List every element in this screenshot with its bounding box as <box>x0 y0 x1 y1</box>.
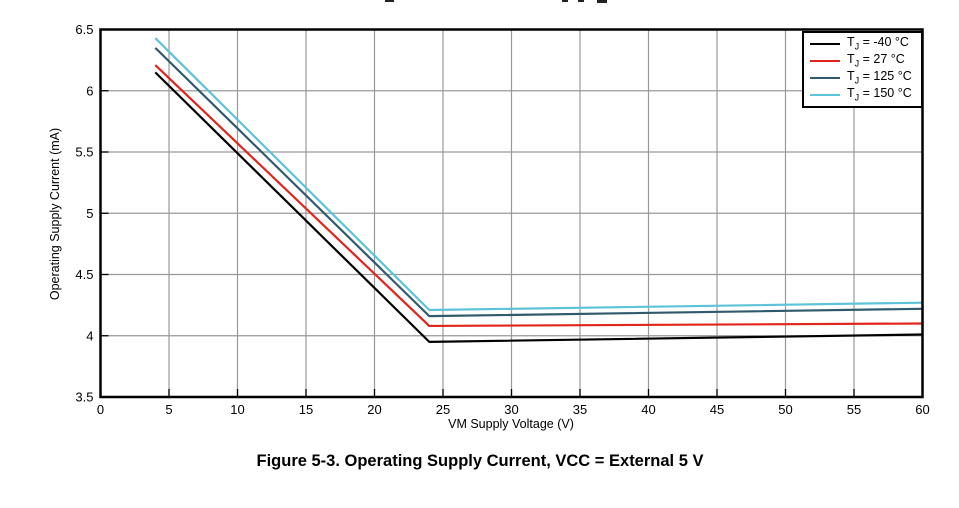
legend-item: TJ = 150 °C <box>810 85 915 103</box>
x-tick-label: 50 <box>778 402 792 417</box>
y-tick-label: 3.5 <box>75 390 93 405</box>
x-tick-label: 15 <box>299 402 313 417</box>
chart-plot: 0 5 10 15 20 25 30 35 40 45 50 55 60 3.5 4 4.5 5 5.5 6 6.5 <box>75 22 929 417</box>
legend-label: TJ = 125 °C <box>847 68 912 86</box>
clipped-text-fragment <box>597 0 607 3</box>
legend-line-swatch <box>810 76 840 80</box>
legend-line-swatch <box>810 93 840 97</box>
plot-border <box>99 28 924 399</box>
series-line-125 <box>154 47 923 318</box>
x-tick-label: 30 <box>504 402 518 417</box>
legend-item: TJ = 125 °C <box>810 68 915 86</box>
y-tick-label: 6.5 <box>75 22 93 37</box>
x-axis-title: VM Supply Voltage (V) <box>448 417 574 431</box>
x-tick-label: 0 <box>97 402 104 417</box>
x-tick-label: 60 <box>915 402 929 417</box>
series-line-150 <box>154 37 923 312</box>
y-tick-label: 5.5 <box>75 145 93 160</box>
y-tick-label: 4.5 <box>75 267 93 282</box>
x-tick-label: 10 <box>230 402 244 417</box>
clipped-text-fragment <box>385 0 394 2</box>
legend-label: TJ = 150 °C <box>847 85 912 103</box>
legend-item: TJ = -40 °C <box>810 34 915 52</box>
legend-label: TJ = 27 °C <box>847 51 905 69</box>
legend-line-swatch <box>810 42 840 46</box>
x-tick-label: 55 <box>847 402 861 417</box>
x-tick-label: 45 <box>710 402 724 417</box>
x-tick-label: 5 <box>165 402 172 417</box>
legend: TJ = -40 °C TJ = 27 °C TJ = 125 °C TJ = 150… <box>802 31 923 108</box>
series-line-27 <box>154 64 923 328</box>
x-tick-label: 25 <box>436 402 450 417</box>
y-tick-label: 5 <box>86 206 93 221</box>
clipped-text-fragment <box>562 0 568 2</box>
legend-line-swatch <box>810 59 840 63</box>
y-axis-title: Operating Supply Current (mA) <box>48 127 62 301</box>
legend-item: TJ = 27 °C <box>810 51 915 69</box>
x-tick-label: 20 <box>367 402 381 417</box>
figure-caption: Figure 5-3. Operating Supply Current, VC… <box>256 452 704 470</box>
x-tick-label: 35 <box>573 402 587 417</box>
legend-label: TJ = -40 °C <box>847 34 909 52</box>
y-tick-label: 6 <box>86 83 93 98</box>
series-line--40 <box>154 71 923 343</box>
x-tick-label: 40 <box>641 402 655 417</box>
y-tick-label: 4 <box>86 328 93 343</box>
clipped-text-fragment <box>578 0 584 2</box>
